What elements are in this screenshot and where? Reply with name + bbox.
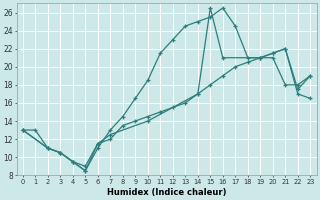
X-axis label: Humidex (Indice chaleur): Humidex (Indice chaleur): [107, 188, 226, 197]
